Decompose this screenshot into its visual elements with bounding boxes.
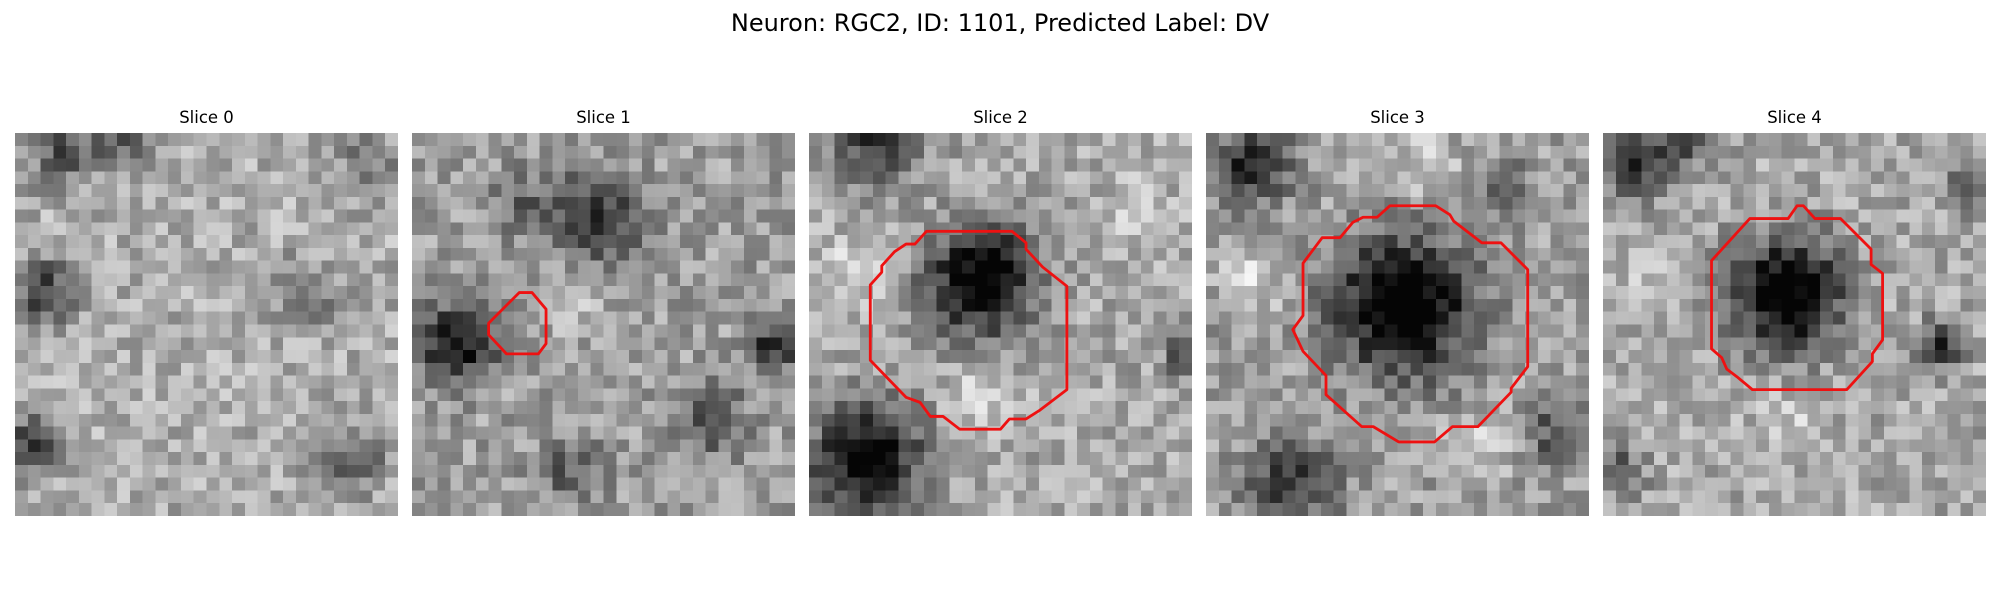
slice-panel-3: Slice 3 xyxy=(1206,108,1589,516)
roi-contour xyxy=(868,229,1069,431)
slice-panel-4: Slice 4 xyxy=(1603,108,1986,516)
slice-image xyxy=(15,133,398,516)
slice-title: Slice 1 xyxy=(576,108,631,127)
roi-contour xyxy=(487,291,548,356)
slice-image xyxy=(412,133,795,516)
slice-title: Slice 3 xyxy=(1370,108,1425,127)
slice-image xyxy=(809,133,1192,516)
slice-panel-0: Slice 0 xyxy=(15,108,398,516)
slice-image xyxy=(1206,133,1589,516)
slice-title: Slice 2 xyxy=(973,108,1028,127)
slice-panel-2: Slice 2 xyxy=(809,108,1192,516)
slice-title: Slice 0 xyxy=(179,108,234,127)
figure-title: Neuron: RGC2, ID: 1101, Predicted Label:… xyxy=(730,9,1270,37)
slice-image xyxy=(1603,133,1986,516)
roi-contour xyxy=(1291,204,1530,444)
slice-panel-1: Slice 1 xyxy=(412,108,795,516)
slice-title: Slice 4 xyxy=(1767,108,1822,127)
roi-contour xyxy=(1710,204,1884,392)
